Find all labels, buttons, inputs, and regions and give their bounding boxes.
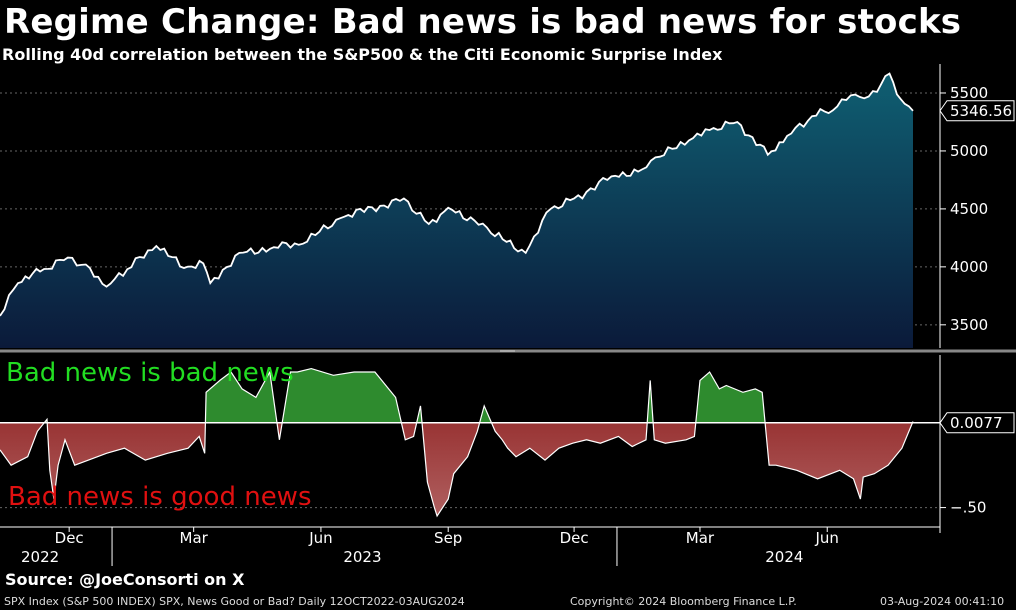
correlation-line <box>0 367 914 518</box>
month-tick-label: Dec <box>560 529 589 547</box>
top-tick-label: 4000 <box>950 258 988 276</box>
chart-subtitle: Rolling 40d correlation between the S&P5… <box>2 45 723 64</box>
annotation-bad-is-bad: Bad news is bad news <box>6 358 294 388</box>
footer-copyright: Copyright© 2024 Bloomberg Finance L.P. <box>570 595 797 608</box>
correlation-last-value-marker <box>939 412 1015 434</box>
top-tick-label: 5500 <box>950 84 988 102</box>
month-tick-label: Mar <box>686 529 715 547</box>
month-tick-label: Dec <box>55 529 84 547</box>
spx-last-value: 5346.56 <box>950 102 1012 120</box>
bottom-tick-label: −.50 <box>950 499 986 517</box>
top-tick-label: 5000 <box>950 142 988 160</box>
month-tick-label: Jun <box>308 529 332 547</box>
time-axis: Dec Mar Jun Sep Dec Mar Jun 2022 2023 2024 <box>0 526 940 566</box>
spx-last-value-marker <box>939 100 1015 122</box>
top-tick-label: 3500 <box>950 316 988 334</box>
year-label: 2022 <box>21 548 59 566</box>
top-tick-label: 4500 <box>950 200 988 218</box>
annotation-bad-is-good: Bad news is good news <box>8 482 312 512</box>
chart-title: Regime Change: Bad news is bad news for … <box>4 2 962 42</box>
month-tick-label: Mar <box>180 529 209 547</box>
spx-line <box>0 72 914 317</box>
month-tick-label: Jun <box>815 529 839 547</box>
footer-timestamp: 03-Aug-2024 00:41:10 <box>880 595 1005 608</box>
positive-correlation-area <box>0 368 913 423</box>
source-label: Source: @JoeConsorti on X <box>5 570 245 589</box>
spx-area <box>0 73 913 348</box>
footer-series-info: SPX Index (S&P 500 INDEX) SPX, News Good… <box>4 595 465 608</box>
correlation-last-value: 0.0077 <box>950 414 1003 432</box>
year-label: 2024 <box>765 548 803 566</box>
year-label: 2023 <box>343 548 381 566</box>
negative-correlation-area <box>0 423 913 516</box>
month-tick-label: Sep <box>434 529 462 547</box>
